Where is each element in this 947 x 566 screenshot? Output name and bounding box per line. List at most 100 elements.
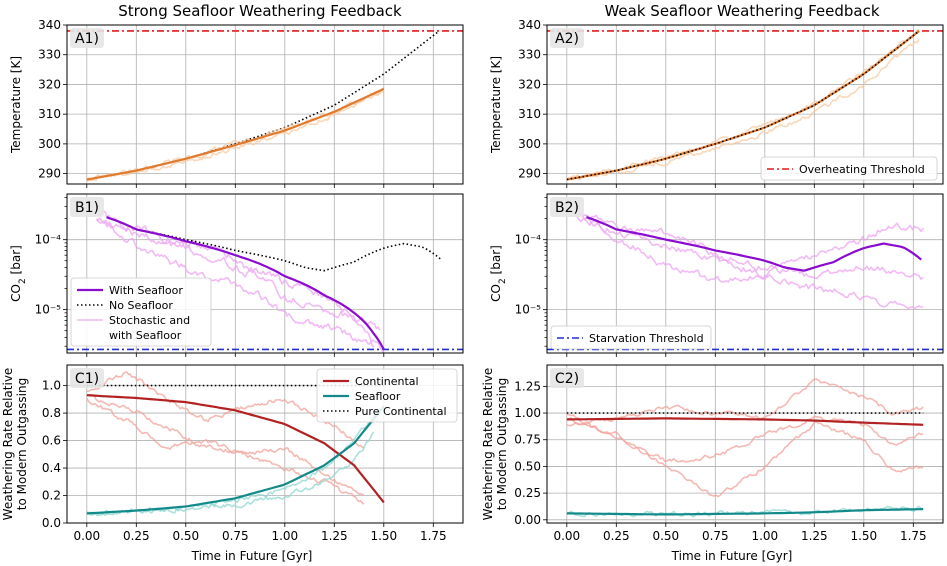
y-tick-label: 0.25 [514, 486, 541, 500]
y-axis-label: Weathering Rate Relative [481, 368, 495, 521]
series-continental [86, 394, 385, 504]
series-stochastic [96, 217, 381, 331]
legend: With Seafloor No Seafloor Stochastic and wi… [70, 277, 212, 347]
series-with-seafloor [106, 216, 385, 350]
panel-b2: 10⁻⁵ 10⁻⁴ CO2 [bar] B2) Starvation Threshold [489, 193, 944, 357]
series-group [566, 378, 924, 518]
series-no-seafloor [106, 216, 442, 272]
x-tick-label: 1.25 [321, 529, 348, 543]
axes-frame [66, 193, 464, 354]
y-tick-label: 10⁻⁵ [35, 303, 62, 317]
series-seafloor [566, 508, 924, 516]
xlabel-right: Time in Future [Gyr] [671, 549, 793, 563]
svg-text:B2): B2) [555, 200, 579, 216]
panel-label-c1: C1) [70, 368, 104, 388]
y-tick-label: 0.0 [42, 516, 61, 530]
y-tick-label: 0.75 [514, 433, 541, 447]
y-axis-label: to Modern Outgassing [15, 378, 29, 511]
y-tick-label: 0.2 [42, 489, 61, 503]
series-stochastic-seafloor [86, 431, 375, 517]
series-stochastic-continental [86, 394, 365, 505]
x-tick-label: 0.25 [123, 529, 150, 543]
y-tick-label: 320 [518, 77, 541, 91]
series-no-seafloor [86, 30, 440, 181]
series-with-seafloor [566, 30, 920, 181]
x-tick-label: 0.75 [222, 529, 249, 543]
series-continental [566, 417, 924, 426]
axes-frame [546, 193, 944, 354]
y-tick-label: 0.50 [514, 459, 541, 473]
series-with-seafloor [86, 87, 385, 181]
x-tick-label: 1.00 [271, 529, 298, 543]
xlabel-left: Time in Future [Gyr] [191, 549, 313, 563]
panel-b1: 10⁻⁵ 10⁻⁴ CO2 [bar] B1) With Seafloor No Seaf… [9, 193, 464, 357]
legend-label: Continental [355, 375, 419, 388]
svg-text:C1): C1) [75, 371, 99, 387]
axes-frame [66, 24, 464, 185]
y-tick-label: 1.0 [42, 379, 61, 393]
y-tick-label: 330 [38, 48, 61, 62]
y-axis-label: Temperature [K] [489, 56, 503, 154]
panel-label-c2: C2) [550, 368, 584, 388]
y-tick-label: 1.25 [514, 379, 541, 393]
y-axis-label: CO2 [bar] [489, 245, 508, 302]
panel-label-a1: A1) [70, 28, 104, 48]
panel-label-b2: B2) [550, 197, 584, 217]
x-tick-label: 0.75 [702, 529, 729, 543]
y-tick-label: 10⁻⁴ [515, 233, 542, 247]
y-tick-label: 10⁻⁴ [35, 233, 62, 247]
y-tick-label: 310 [38, 107, 61, 121]
x-tick-label: 1.50 [370, 529, 397, 543]
x-tick-label: 1.50 [850, 529, 877, 543]
legend-label: With Seafloor [109, 284, 183, 297]
x-tick-label: 0.25 [603, 529, 630, 543]
series-stochastic [86, 90, 385, 182]
svg-text:A2): A2) [555, 31, 579, 47]
y-tick-label: 0.4 [42, 461, 61, 475]
series-stochastic-continental [566, 413, 924, 463]
legend-label: Pure Continental [355, 405, 447, 418]
y-tick-label: 340 [38, 18, 61, 32]
y-tick-label: 290 [38, 167, 61, 181]
x-tick-label: 0.50 [172, 529, 199, 543]
series-stochastic-seafloor [566, 505, 924, 518]
legend: Continental Seafloor Pure Continental [316, 368, 458, 423]
panel-a1: 290 300 310 320 330 340 Temperature [K] A1) [9, 18, 464, 188]
y-tick-label: 310 [518, 107, 541, 121]
panel-c1: 0.0 0.2 0.4 0.6 0.8 1.0 0.00 0.25 0.50 0.75 1.00 1.… [1, 364, 464, 543]
panel-label-b1: B1) [70, 197, 104, 217]
legend-label: Stochastic and [109, 314, 190, 327]
legend-label: with Seafloor [109, 329, 182, 342]
legend-label: No Seafloor [109, 299, 173, 312]
series-seafloor [86, 405, 385, 515]
panel-label-a2: A2) [550, 28, 584, 48]
y-tick-label: 340 [518, 18, 541, 32]
y-axis-label: Weathering Rate Relative [1, 368, 15, 521]
series-no-seafloor [586, 216, 922, 272]
svg-text:A1): A1) [75, 31, 99, 47]
y-tick-label: 290 [518, 167, 541, 181]
series-group [67, 210, 463, 353]
title-weak: Weak Seafloor Weathering Feedback [604, 2, 879, 20]
y-tick-label: 1.00 [514, 406, 541, 420]
y-tick-label: 0.00 [514, 513, 541, 527]
svg-text:B1): B1) [75, 200, 99, 216]
series-stochastic-continental [566, 378, 924, 427]
series-stochastic [576, 212, 924, 310]
series-stochastic [576, 215, 924, 283]
x-tick-label: 0.50 [652, 529, 679, 543]
svg-text:C2): C2) [555, 371, 579, 387]
y-tick-label: 320 [38, 77, 61, 91]
series-stochastic [566, 38, 920, 181]
legend-label: Overheating Threshold [799, 163, 925, 176]
y-tick-label: 300 [38, 137, 61, 151]
x-tick-label: 1.75 [900, 529, 927, 543]
legend-label: Starvation Threshold [589, 332, 704, 345]
legend: Overheating Threshold [760, 156, 938, 181]
series-group [547, 29, 943, 181]
series-stochastic [96, 218, 385, 353]
y-axis-label: Temperature [K] [9, 56, 23, 154]
series-stochastic [96, 210, 375, 348]
series-stochastic-continental [566, 417, 924, 498]
